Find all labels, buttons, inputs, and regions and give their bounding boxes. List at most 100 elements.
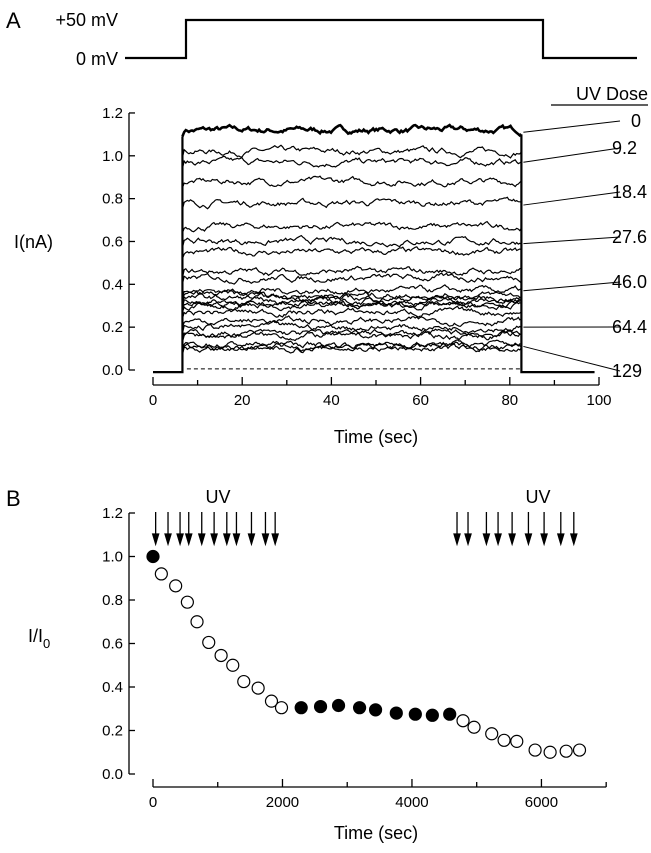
y-tick-label: 1.0 [102, 549, 123, 566]
dose-label: 0 [631, 111, 641, 131]
dose-leader-line [523, 147, 621, 163]
data-point-open [251, 681, 265, 695]
data-point-open [180, 595, 194, 609]
x-tick-label: 100 [586, 392, 611, 409]
y-tick-label: 0.0 [102, 766, 123, 783]
uv-arrow-icon [464, 512, 472, 547]
data-point-open [456, 714, 470, 728]
dose-leader-line [523, 120, 621, 133]
current-trace [181, 246, 522, 259]
uv-arrow-icon [569, 512, 578, 547]
uv-arrow-icon [232, 512, 241, 547]
x-tick-label: 0 [149, 392, 157, 409]
y-axis-label-a: I(nA) [14, 232, 53, 252]
x-axis-label-b: Time (sec) [334, 823, 418, 843]
data-point-open [214, 648, 228, 663]
dose-label: 129 [612, 361, 642, 381]
x-tick-label: 0 [149, 794, 157, 811]
uv-arrow-icon [453, 512, 461, 547]
legend-title-uv-dose: UV Dose [576, 84, 648, 104]
uv-arrow-icon [151, 512, 160, 547]
current-trace [181, 123, 523, 138]
data-point-open [237, 674, 251, 689]
y-tick-label: 0.6 [102, 233, 123, 250]
data-point-open [202, 635, 216, 650]
data-point-open [264, 694, 279, 708]
x-axis-label-a: Time (sec) [334, 427, 418, 447]
points-b [146, 549, 587, 759]
data-point-filled [146, 549, 160, 564]
data-point-filled [443, 707, 457, 721]
y-tick-label: 0.2 [102, 319, 123, 336]
uv-arrow-icon [210, 512, 218, 547]
data-point-open [528, 743, 542, 757]
data-point-open [226, 658, 240, 672]
current-trace [181, 291, 522, 305]
data-point-open [169, 579, 183, 593]
dose-leader-line [523, 281, 621, 292]
current-trace [181, 284, 522, 298]
y-axis-label-b-subscript: 0 [43, 636, 50, 651]
dose-label: 18.4 [612, 182, 647, 202]
current-trace [181, 315, 522, 328]
data-point-filled [313, 699, 328, 714]
y-tick-label: 0.2 [102, 723, 123, 740]
y-tick-label: 0.8 [102, 592, 123, 609]
protocol-low-label: 0 mV [76, 49, 118, 69]
y-axis-label-b-main: I/I [28, 626, 43, 646]
panel-label-a: A [6, 8, 21, 33]
trace-envelope [153, 134, 595, 374]
dose-leader-line [523, 236, 621, 245]
data-point-filled [425, 708, 439, 722]
uv-arrow-icon [494, 512, 502, 547]
uv-arrow-icon [524, 512, 533, 547]
uv-arrow-icon [164, 512, 172, 547]
uv-arrow-icon [197, 512, 206, 547]
current-trace [181, 272, 522, 285]
current-trace [181, 220, 522, 234]
current-trace [181, 155, 522, 169]
axes-b: 0.0 0.2 0.4 0.6 0.8 1.0 1.2 0 2000 4000 6000 [102, 505, 607, 811]
current-trace [181, 300, 522, 313]
dose-label: 9.2 [612, 138, 637, 158]
uv-arrow-icon [508, 512, 516, 547]
data-point-filled [352, 701, 367, 715]
uv-arrow-icon [222, 512, 231, 547]
current-trace [181, 289, 522, 302]
y-tick-label: 0.0 [102, 362, 123, 379]
y-tick-label: 0.4 [102, 679, 123, 696]
data-point-open [572, 743, 587, 757]
x-tick-label: 6000 [525, 794, 558, 811]
dose-leader-line [523, 345, 621, 372]
current-trace [181, 175, 522, 189]
current-trace [181, 196, 522, 210]
uv-arrow-icon [556, 512, 565, 547]
protocol-high-label: +50 mV [55, 10, 118, 30]
x-tick-label: 60 [412, 392, 429, 409]
dose-leader-line [523, 191, 621, 206]
uv-label-1: UV [205, 487, 230, 507]
uv-arrow-icon [184, 512, 193, 547]
data-point-open [510, 734, 524, 748]
data-point-filled [389, 706, 403, 720]
data-point-open [559, 744, 573, 758]
voltage-protocol-line [125, 18, 637, 60]
data-point-filled [331, 698, 346, 713]
data-point-open [543, 745, 557, 759]
current-trace [181, 329, 522, 343]
x-tick-label: 20 [234, 392, 251, 409]
x-tick-label: 2000 [266, 794, 299, 811]
x-tick-label: 4000 [395, 794, 428, 811]
uv-arrow-icon [247, 512, 256, 547]
uv-arrow-icon [540, 512, 548, 547]
data-point-filled [294, 701, 308, 715]
axes-a: 0.0 0.2 0.4 0.6 0.8 1.0 1.2 0 20 40 60 80 100 [102, 105, 611, 409]
uv-arrow-icon [261, 512, 270, 547]
y-tick-label: 1.0 [102, 148, 123, 165]
current-trace [181, 343, 522, 356]
data-point-open [485, 727, 499, 741]
data-point-open [274, 701, 289, 715]
current-trace [181, 319, 522, 334]
y-tick-label: 1.2 [102, 505, 123, 522]
